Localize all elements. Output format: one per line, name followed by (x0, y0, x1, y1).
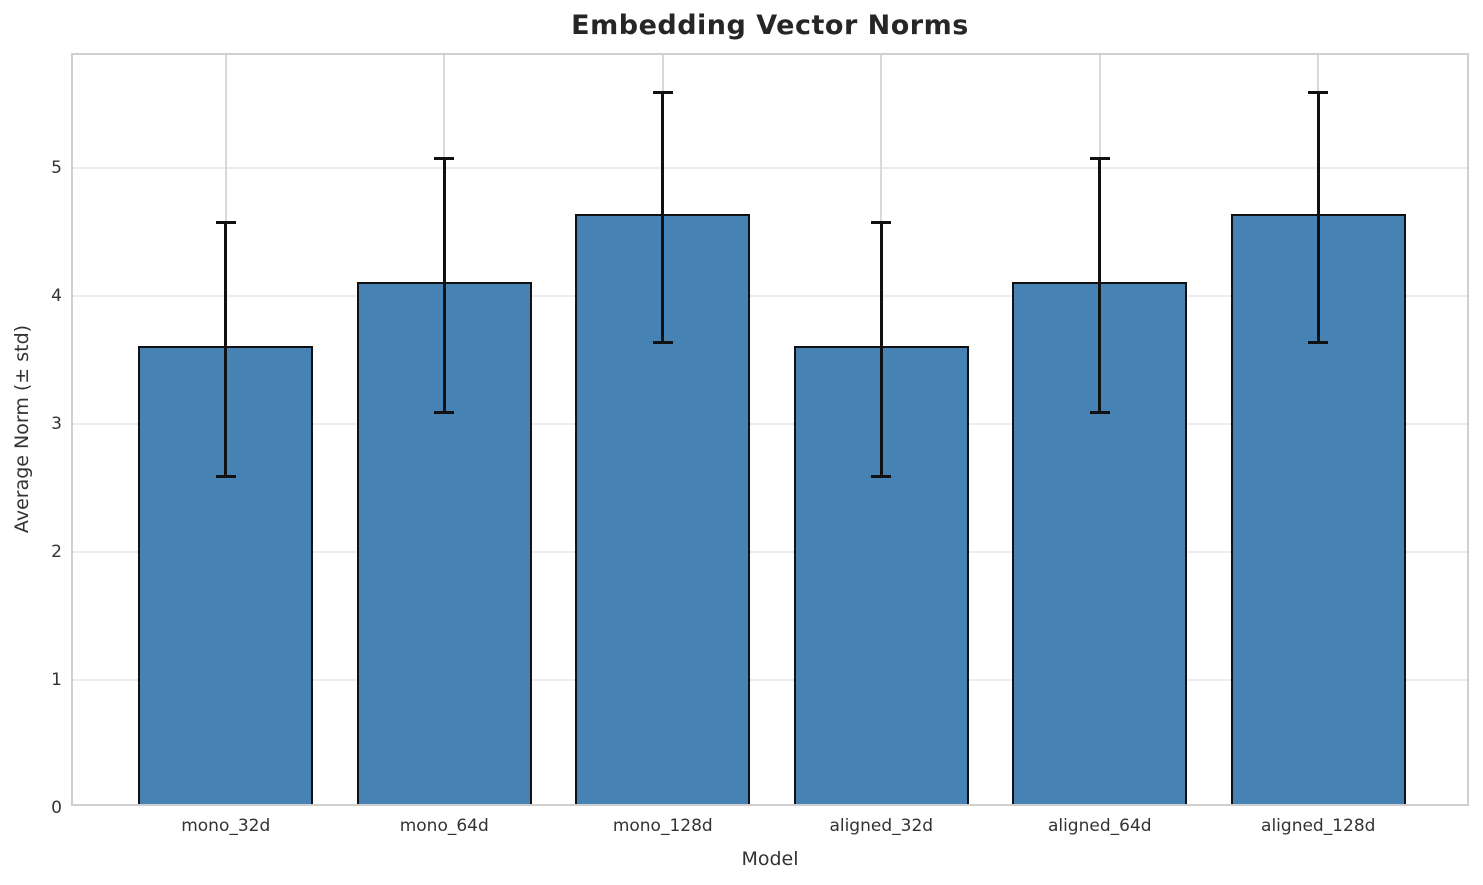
bar-mono_32d (138, 345, 314, 804)
x-axis-label: Model (741, 848, 799, 870)
error-bar-cap-top (434, 157, 455, 161)
y-gridline (73, 678, 1467, 681)
y-tick-label: 0 (51, 798, 62, 818)
error-bar-cap-top (871, 221, 892, 225)
error-bar-stem (879, 221, 883, 478)
error-bar-stem (224, 221, 228, 478)
y-axis-label: Average Norm (± std) (11, 324, 33, 534)
error-bar-cap-bottom (1308, 341, 1329, 345)
x-tick-label: aligned_128d (1261, 816, 1376, 836)
y-gridline (73, 166, 1467, 169)
y-tick-label: 5 (51, 157, 62, 178)
y-gridline (73, 294, 1467, 297)
error-bar-stem (1316, 90, 1320, 345)
error-bar-cap-bottom (1089, 410, 1110, 414)
plot-area: 0 1 2 3 4 5 mono_32d mono_64d mono_128d aligned_3… (51, 53, 1469, 836)
y-gridline (73, 550, 1467, 553)
error-bar-stem (442, 157, 446, 414)
y-tick-label: 3 (51, 413, 62, 434)
error-bar-stem (661, 90, 665, 345)
error-bar-cap-top (1308, 90, 1329, 94)
y-tick-label: 2 (51, 541, 62, 562)
error-bar-cap-top (215, 221, 236, 225)
error-bar-cap-bottom (215, 474, 236, 478)
error-bar-cap-top (652, 90, 673, 94)
error-bar-cap-bottom (652, 341, 673, 345)
error-bar-cap-bottom (434, 410, 455, 414)
error-bar-stem (1098, 157, 1102, 414)
x-tick-label: aligned_32d (829, 816, 934, 836)
error-bar-cap-top (1089, 157, 1110, 161)
error-bar-cap-bottom (871, 474, 892, 478)
y-tick-label: 1 (51, 669, 62, 690)
y-tick-label: 4 (51, 285, 62, 306)
y-gridline (73, 422, 1467, 425)
x-tick-label: mono_32d (181, 816, 271, 836)
chart-title: Embedding Vector Norms (571, 10, 969, 41)
x-tick-label: aligned_64d (1047, 816, 1152, 836)
x-tick-label: mono_128d (612, 816, 713, 836)
x-tick-label: mono_64d (399, 816, 489, 836)
